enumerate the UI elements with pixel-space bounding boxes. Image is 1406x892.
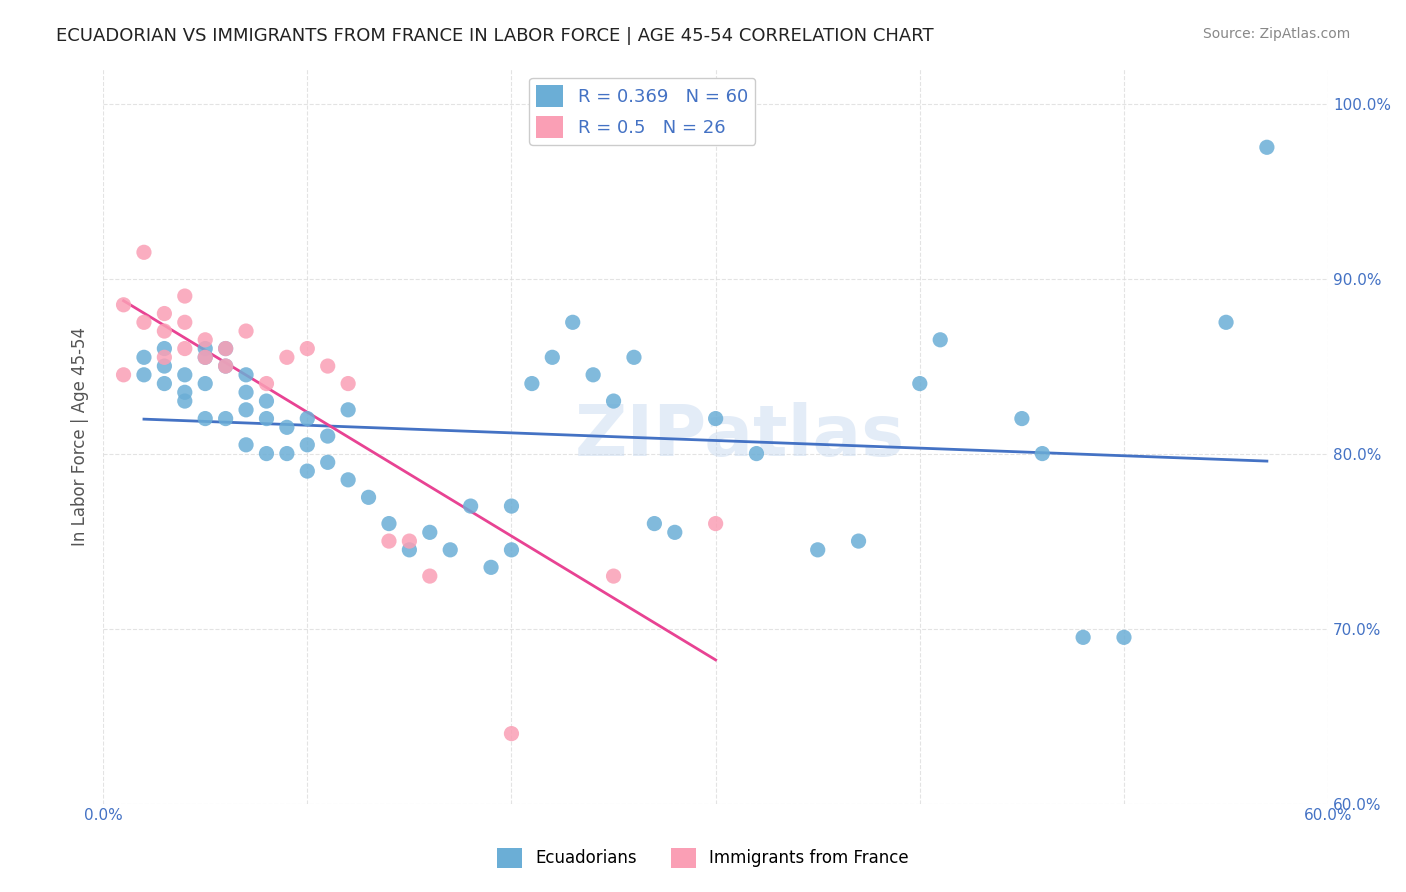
Text: ZIPatlas: ZIPatlas (575, 401, 905, 471)
Point (460, 499, 482, 513)
Point (235, 438, 257, 452)
Point (848, 534, 870, 549)
Point (153, 351, 176, 365)
Text: ECUADORIAN VS IMMIGRANTS FROM FRANCE IN LABOR FORCE | AGE 45-54 CORRELATION CHAR: ECUADORIAN VS IMMIGRANTS FROM FRANCE IN … (56, 27, 934, 45)
Point (214, 359, 236, 373)
Point (1071, 631, 1094, 645)
Point (256, 376, 278, 391)
Point (132, 368, 155, 382)
Point (602, 394, 624, 409)
Point (173, 315, 195, 329)
Point (256, 411, 278, 425)
Point (419, 569, 441, 583)
Legend: R = 0.369   N = 60, R = 0.5   N = 26: R = 0.369 N = 60, R = 0.5 N = 26 (529, 78, 755, 145)
Point (194, 411, 217, 425)
Point (132, 315, 155, 329)
Point (173, 342, 195, 356)
Point (276, 351, 298, 365)
Point (1215, 315, 1237, 329)
Point (235, 324, 257, 338)
Point (643, 516, 665, 531)
Point (194, 333, 217, 347)
Point (316, 455, 339, 469)
Point (378, 516, 401, 531)
Point (153, 359, 176, 373)
Point (398, 534, 420, 549)
Point (479, 560, 502, 574)
Point (297, 464, 319, 478)
Point (501, 542, 523, 557)
Point (1112, 631, 1135, 645)
Point (357, 491, 380, 505)
Point (745, 446, 768, 460)
Point (602, 569, 624, 583)
Point (153, 307, 176, 321)
Point (194, 376, 217, 391)
Point (214, 359, 236, 373)
Point (908, 376, 931, 391)
Point (316, 359, 339, 373)
Point (297, 411, 319, 425)
Point (276, 446, 298, 460)
Point (173, 394, 195, 409)
Point (214, 342, 236, 356)
Point (153, 342, 176, 356)
Point (378, 534, 401, 549)
Point (132, 245, 155, 260)
Point (194, 351, 217, 365)
Point (235, 402, 257, 417)
Text: Source: ZipAtlas.com: Source: ZipAtlas.com (1202, 27, 1350, 41)
Point (1011, 411, 1033, 425)
Point (173, 289, 195, 303)
Point (194, 342, 217, 356)
Point (541, 351, 564, 365)
Point (297, 342, 319, 356)
Point (582, 368, 605, 382)
Y-axis label: In Labor Force | Age 45-54: In Labor Force | Age 45-54 (72, 326, 89, 546)
Point (214, 342, 236, 356)
Point (132, 351, 155, 365)
Point (173, 368, 195, 382)
Point (112, 298, 135, 312)
Point (1031, 446, 1053, 460)
Point (520, 376, 543, 391)
Point (235, 385, 257, 400)
Point (929, 333, 952, 347)
Point (501, 726, 523, 740)
Point (153, 376, 176, 391)
Point (704, 411, 727, 425)
Point (173, 385, 195, 400)
Point (214, 411, 236, 425)
Point (704, 516, 727, 531)
Point (439, 542, 461, 557)
Point (337, 402, 360, 417)
Point (235, 368, 257, 382)
Point (623, 351, 645, 365)
Point (561, 315, 583, 329)
Point (297, 438, 319, 452)
Point (501, 499, 523, 513)
Legend: Ecuadorians, Immigrants from France: Ecuadorians, Immigrants from France (491, 841, 915, 875)
Point (337, 473, 360, 487)
Point (807, 542, 830, 557)
Point (194, 351, 217, 365)
Point (316, 429, 339, 443)
Point (398, 542, 420, 557)
Point (256, 446, 278, 460)
Point (337, 376, 360, 391)
Point (256, 394, 278, 409)
Point (153, 324, 176, 338)
Point (664, 525, 686, 540)
Point (1256, 140, 1278, 154)
Point (276, 420, 298, 434)
Point (112, 368, 135, 382)
Point (419, 525, 441, 540)
